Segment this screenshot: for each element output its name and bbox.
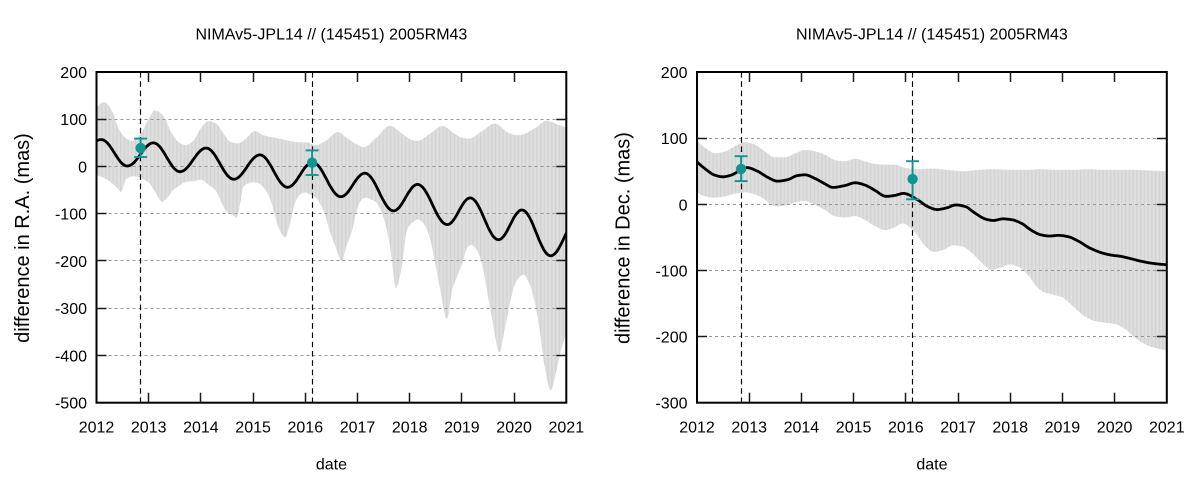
svg-text:2017: 2017	[340, 420, 376, 437]
svg-text:200: 200	[661, 65, 688, 82]
svg-text:difference in R.A. (mas): difference in R.A. (mas)	[12, 133, 34, 343]
svg-text:2021: 2021	[1149, 420, 1185, 437]
svg-text:date: date	[916, 457, 947, 474]
svg-text:2019: 2019	[1045, 420, 1081, 437]
svg-text:2012: 2012	[79, 420, 115, 437]
svg-text:-200: -200	[655, 330, 687, 347]
svg-text:2020: 2020	[496, 420, 532, 437]
svg-text:-200: -200	[55, 254, 87, 271]
svg-text:2016: 2016	[888, 420, 924, 437]
svg-text:-500: -500	[55, 396, 87, 413]
svg-text:2021: 2021	[549, 420, 585, 437]
svg-text:2018: 2018	[992, 420, 1028, 437]
svg-text:0: 0	[78, 160, 87, 177]
svg-text:200: 200	[60, 65, 87, 82]
svg-text:-300: -300	[655, 396, 687, 413]
svg-text:NIMAv5-JPL14 // (145451) 2005R: NIMAv5-JPL14 // (145451) 2005RM43	[796, 27, 1068, 44]
svg-text:2013: 2013	[731, 420, 767, 437]
svg-text:2015: 2015	[235, 420, 271, 437]
svg-text:2015: 2015	[836, 420, 872, 437]
svg-text:0: 0	[679, 197, 688, 214]
svg-text:-300: -300	[55, 301, 87, 318]
svg-text:2014: 2014	[784, 420, 820, 437]
svg-text:difference in Dec. (mas): difference in Dec. (mas)	[612, 132, 634, 344]
svg-text:-100: -100	[55, 207, 87, 224]
svg-text:2019: 2019	[444, 420, 480, 437]
svg-text:2017: 2017	[940, 420, 976, 437]
svg-text:100: 100	[661, 131, 688, 148]
svg-text:2012: 2012	[679, 420, 715, 437]
svg-text:date: date	[316, 457, 347, 474]
svg-text:NIMAv5-JPL14 // (145451) 2005R: NIMAv5-JPL14 // (145451) 2005RM43	[195, 27, 467, 44]
svg-text:-400: -400	[55, 349, 87, 366]
svg-text:2016: 2016	[288, 420, 324, 437]
svg-text:2018: 2018	[392, 420, 428, 437]
svg-text:2013: 2013	[131, 420, 167, 437]
svg-text:2014: 2014	[183, 420, 219, 437]
svg-text:-100: -100	[655, 263, 687, 280]
svg-text:2020: 2020	[1097, 420, 1133, 437]
svg-text:100: 100	[60, 112, 87, 129]
